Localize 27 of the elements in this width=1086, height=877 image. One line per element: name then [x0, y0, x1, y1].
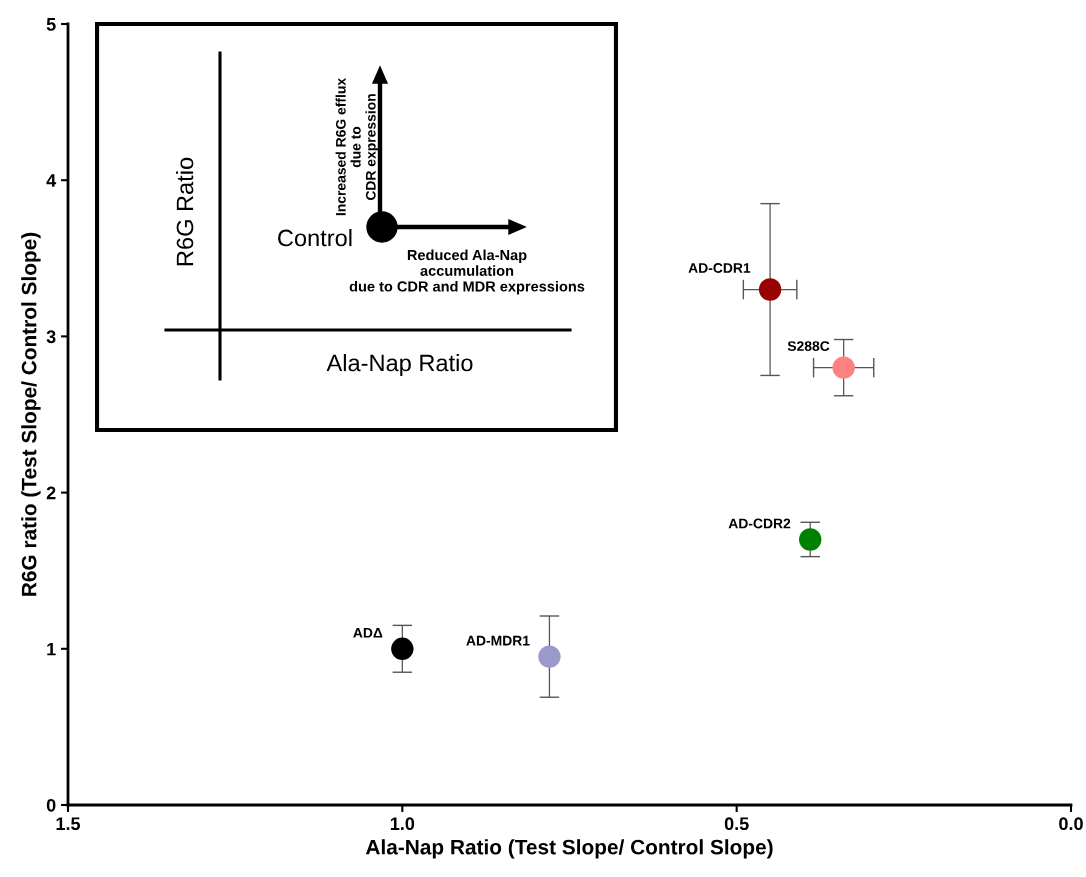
point — [391, 637, 414, 660]
x-tick-label: 0.0 — [1059, 817, 1083, 831]
y-tick-label: 3 — [46, 330, 56, 344]
point — [832, 356, 855, 379]
annotation: Control — [278, 229, 352, 247]
x-tick-label: 1.5 — [56, 817, 81, 831]
y-tick-label: 1 — [47, 642, 56, 656]
series-label: S288C — [787, 341, 830, 352]
y-axis-title: R6G ratio (Test Slope/ Control Slope) — [21, 232, 41, 596]
series-label: AD-CDR2 — [728, 518, 791, 529]
series-label: ADΔ — [353, 628, 383, 638]
annotation: Ala-Nap Ratio — [326, 354, 473, 377]
series-label: AD-CDR1 — [688, 263, 751, 273]
annotation: Increased R6G efflux due to CDR expression — [335, 78, 379, 216]
annotation: Reduced Ala-Nap accumulation due to CDR and MDR expressions — [349, 249, 585, 295]
point — [538, 645, 561, 668]
point — [799, 528, 822, 551]
y-tick-label: 5 — [46, 18, 56, 31]
y-tick-label: 2 — [46, 486, 56, 500]
x-tick-label: 0.5 — [724, 817, 749, 831]
point — [758, 278, 782, 301]
x-axis-title: Ala-Nap Ratio (Test Slope/ Control Slope) — [365, 839, 773, 859]
series-label: AD-MDR1 — [466, 635, 530, 646]
annotation: R6G Ratio — [176, 157, 194, 266]
y-tick-label: 0 — [46, 798, 56, 812]
y-tick-label: 4 — [46, 174, 57, 187]
x-tick-label: 1.0 — [390, 817, 415, 831]
